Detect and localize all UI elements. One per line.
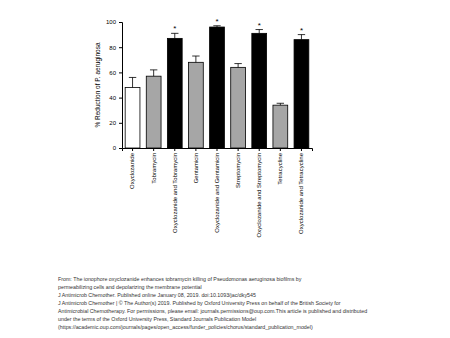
tick-mark	[119, 148, 122, 149]
tick-label: Streptomycin	[235, 153, 241, 188]
error-bar	[277, 103, 284, 105]
annotation: under the terms of the Oxford University…	[58, 316, 256, 322]
error-bar	[150, 70, 157, 76]
tick-mark	[301, 148, 302, 151]
tick-mark	[119, 22, 122, 23]
tick-mark	[153, 148, 154, 151]
tick-label: Oxyclozanide and Streptomycin	[256, 153, 262, 237]
tick-mark	[238, 148, 239, 151]
tick-label: Tetracycline	[277, 152, 283, 184]
tick-label: 80	[109, 45, 116, 51]
tick-mark	[119, 47, 122, 48]
tick-label: 100	[106, 19, 117, 25]
error-stem	[174, 33, 175, 38]
tick-mark	[119, 98, 122, 99]
error-cap	[234, 63, 241, 64]
tick: Oxyclozanide and Tetracycline	[298, 148, 304, 234]
tick-mark	[217, 148, 218, 151]
error-stem	[132, 77, 133, 87]
bar	[146, 76, 161, 148]
annotation: Antimicrobial Chemotherapy. For permissi…	[58, 308, 367, 314]
bar	[294, 40, 309, 148]
tick: Oxyclozanide and Tobramycin	[172, 148, 178, 233]
tick: Tetracycline	[277, 148, 283, 185]
tick: Tobramycin	[151, 148, 157, 184]
tick-label: Oxyclozanide and Gentamicin	[214, 153, 220, 233]
tick-mark	[195, 148, 196, 151]
error-bar	[171, 33, 178, 38]
tick: 100	[106, 19, 122, 25]
annotation: J Antimicrob Chemother. Published online…	[58, 292, 256, 298]
footer: From: The ionophore oxyclozanide enhance…	[58, 276, 367, 330]
tick-mark	[259, 148, 260, 151]
x-axis: Oxyclozanide Tobramycin Oxyclozanide and T…	[123, 148, 313, 237]
tick-label: 20	[109, 120, 116, 126]
error-stem	[238, 64, 239, 68]
bar	[252, 33, 267, 148]
error-stem	[301, 35, 302, 40]
tick-label: Oxyclozanide	[129, 152, 135, 189]
tick-label: 0	[113, 145, 117, 151]
tick-mark	[174, 148, 175, 151]
tick-label: 60	[109, 70, 116, 76]
axis-line	[119, 23, 123, 149]
error-cap	[192, 56, 199, 57]
asterisk: *	[173, 24, 176, 33]
tick: Oxyclozanide and Streptomycin	[256, 148, 262, 237]
asterisk: *	[258, 21, 261, 30]
asterisk: *	[215, 17, 218, 26]
error-bar	[256, 30, 263, 34]
tick-label: Tobramycin	[151, 153, 157, 184]
tick-label: Gentamicin	[193, 153, 199, 183]
bar	[273, 105, 288, 148]
tick: Gentamicin	[193, 148, 199, 183]
annotation: permeabilizing cells and depolarizing th…	[58, 284, 202, 290]
tick: 60	[109, 70, 122, 76]
error-bar	[234, 64, 241, 68]
error-bar	[129, 77, 136, 87]
tick: 20	[109, 120, 122, 126]
error-cap	[150, 69, 157, 70]
annotation: From: The ionophore oxyclozanide enhance…	[58, 276, 302, 282]
tick-mark	[280, 148, 281, 151]
error-stem	[195, 56, 196, 62]
tick-label: Oxyclozanide and Tobramycin	[172, 153, 178, 233]
tick: 80	[109, 45, 122, 51]
bar	[167, 38, 182, 148]
error-bar	[298, 35, 305, 40]
tick-mark	[119, 123, 122, 124]
significance: * * * *	[173, 17, 303, 35]
tick: 40	[109, 95, 122, 101]
bar	[210, 27, 225, 148]
tick-label: 40	[109, 95, 116, 101]
asterisk: *	[300, 26, 303, 35]
bar	[189, 62, 204, 148]
plot: ****020406080100OxyclozanideTobramycinOx…	[106, 17, 313, 238]
tick-label: Oxyclozanide and Tetracycline	[298, 152, 304, 234]
bar	[231, 67, 246, 148]
axis-line	[123, 149, 313, 152]
error-stem	[259, 30, 260, 34]
bar	[125, 88, 140, 148]
error-cap	[129, 77, 136, 78]
error-bar	[192, 56, 199, 62]
tick: 0	[113, 145, 122, 151]
error-cap	[277, 103, 284, 104]
tick-mark	[132, 148, 133, 151]
marks	[125, 26, 309, 148]
y-axis: 0 20 40 60 80 100	[106, 19, 123, 151]
chart: ****020406080100OxyclozanideTobramycinOx…	[0, 0, 450, 338]
tick: Streptomycin	[235, 148, 241, 188]
error-bar	[213, 26, 220, 27]
tick-mark	[119, 72, 122, 73]
annotation: J Antimicrob Chemother | © The Author(s)…	[58, 300, 341, 306]
tick: Oxyclozanide and Gentamicin	[214, 148, 220, 233]
y-axis-title: % Reduction of P. aeruginosa	[94, 42, 102, 128]
tick: Oxyclozanide	[129, 148, 135, 189]
annotation: (https://academic.oup.com/journals/pages…	[58, 324, 313, 330]
error-stem	[153, 70, 154, 76]
